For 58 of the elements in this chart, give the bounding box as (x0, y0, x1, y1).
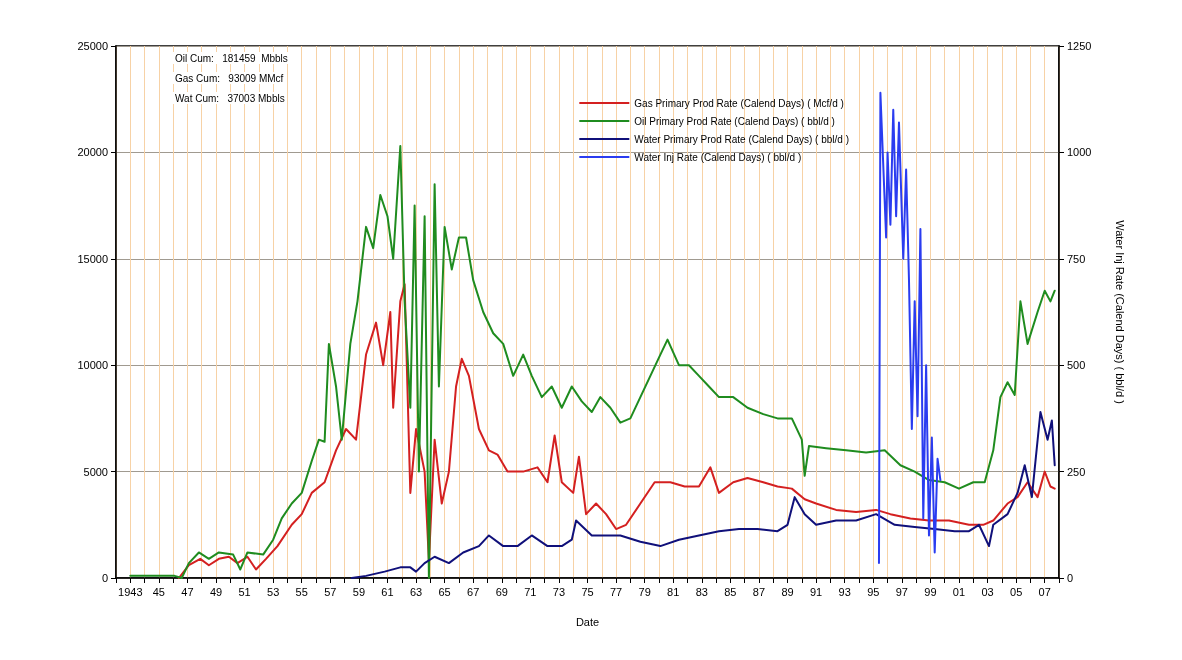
x-tick-label: 49 (209, 585, 223, 598)
x-tick-label: 63 (409, 585, 423, 598)
line-series (877, 91, 942, 565)
x-tick-label: 71 (524, 585, 537, 598)
x-tick-label: 57 (324, 585, 337, 598)
legend-label: Gas Primary Prod Rate (Calend Days) ( Mcf/d ) (634, 97, 844, 109)
x-tick-label: 67 (467, 585, 480, 598)
x-tick-label: 97 (895, 585, 908, 598)
x-tick-label: 47 (181, 585, 194, 598)
x-tick-label: 89 (781, 585, 794, 598)
x-tick-label: 99 (924, 585, 937, 598)
x-tick-label: 45 (152, 585, 165, 598)
x-tick-label: 93 (838, 585, 851, 598)
y2-axis-title: Water Inj Rate (Calend Days) ( bbl/d ) (1113, 220, 1126, 404)
x-axis-title: Date (575, 615, 600, 628)
y2-tick-label: 1000 (1067, 146, 1092, 159)
annotation: Oil Cum: 181459 Mbbls (175, 52, 288, 64)
y-tick-label: 15000 (77, 252, 108, 265)
x-tick-label: 77 (609, 585, 623, 598)
x-tick-label: 91 (809, 585, 823, 598)
x-tick-label: 85 (724, 585, 737, 598)
x-tick-label: 73 (552, 585, 566, 598)
x-tick-label: 65 (438, 585, 451, 598)
y2-tick-label: 1250 (1067, 40, 1092, 52)
y-tick-label: 25000 (77, 40, 108, 52)
x-tick-label: 51 (238, 585, 251, 598)
legend-label: Water Primary Prod Rate (Calend Days) ( bbl/d ) (634, 133, 850, 145)
x-tick-label: 83 (695, 585, 708, 598)
legend-label: Water Inj Rate (Calend Days) ( bbl/d ) (634, 151, 802, 163)
x-tick-label: 79 (638, 585, 651, 598)
line-series (350, 411, 1056, 579)
x-tick-label: 87 (752, 585, 766, 598)
x-tick-label: 07 (1038, 585, 1051, 598)
line-series (129, 145, 1056, 579)
x-tick-label: 01 (952, 585, 966, 598)
x-tick-label: 53 (267, 585, 280, 598)
x-tick-label: 03 (981, 585, 994, 598)
y-tick-label: 20000 (77, 146, 108, 159)
line-series (177, 283, 1056, 579)
y-tick-label: 5000 (83, 465, 108, 478)
x-tick-label: 05 (1010, 585, 1023, 598)
x-tick-label: 81 (667, 585, 680, 598)
x-tick-label: 55 (295, 585, 308, 598)
legend-label: Oil Primary Prod Rate (Calend Days) ( bbl/d ) (634, 115, 835, 127)
y2-tick-label: 0 (1067, 572, 1074, 584)
y2-tick-label: 500 (1067, 359, 1086, 372)
x-tick-label: 75 (581, 585, 594, 598)
x-tick-label: 95 (867, 585, 880, 598)
x-tick-label: 69 (495, 585, 508, 598)
y2-tick-label: 750 (1067, 252, 1086, 265)
y-tick-label: 0 (101, 572, 108, 584)
annotation: Wat Cum: 37003 Mbbls (175, 92, 285, 104)
annotation: Gas Cum: 93009 MMcf (175, 72, 284, 84)
x-tick-label: 61 (381, 585, 394, 598)
y2-tick-label: 250 (1067, 465, 1086, 478)
y-tick-label: 10000 (77, 359, 108, 372)
x-tick-label: 1943 (118, 585, 143, 598)
x-tick-label: 59 (352, 585, 366, 598)
